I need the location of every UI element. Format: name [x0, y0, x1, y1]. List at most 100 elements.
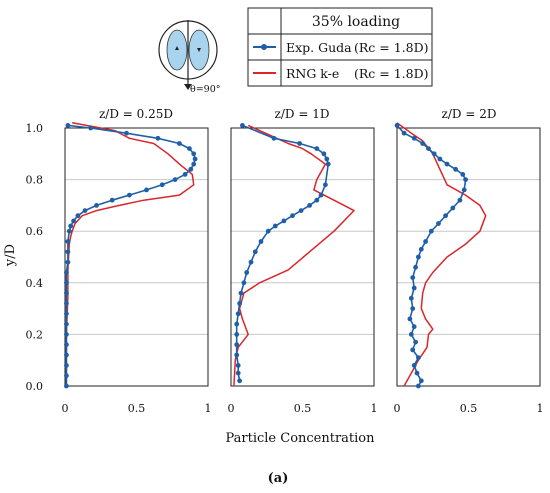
- series-exp-guda-point: [177, 141, 182, 146]
- panel-z-2D: z/D = 2D 0 0.5 1: [394, 107, 544, 415]
- series-exp-guda-point: [411, 324, 417, 330]
- plot-frame: [230, 127, 375, 387]
- x-tick-label: 1: [537, 402, 544, 415]
- series-exp-guda-point: [418, 246, 424, 252]
- x-tick-label: 0: [228, 402, 235, 415]
- y-tick-label: 0.2: [26, 328, 44, 341]
- series-exp-guda-point: [159, 182, 165, 188]
- series-exp-guda-point: [187, 146, 192, 152]
- series-exp-guda-point: [64, 270, 69, 275]
- plot-frame: [64, 127, 209, 387]
- series-exp-guda-point: [65, 259, 71, 265]
- y-tick-label: 0.4: [26, 277, 44, 290]
- series-exp-guda-point: [418, 378, 424, 384]
- legend-exp-marker: [261, 44, 267, 50]
- series-exp-guda-point: [401, 130, 407, 136]
- y-tick-label: 0.0: [26, 380, 44, 393]
- series-exp-guda-point: [307, 203, 312, 208]
- series-exp-guda-point: [272, 223, 278, 229]
- inset-arrow-down-icon: [184, 84, 192, 90]
- series-exp-guda-point: [155, 135, 161, 141]
- series-layer: [233, 123, 355, 387]
- series-exp-guda-point: [237, 378, 243, 384]
- series-exp-guda-point: [437, 156, 443, 162]
- series-exp-guda-point: [463, 177, 468, 183]
- series-exp-guda-point: [413, 339, 418, 345]
- series-exp-guda-point: [408, 295, 414, 301]
- series-exp-guda-line: [65, 124, 196, 386]
- legend-sim-rc: (Rc = 1.8D): [354, 66, 429, 81]
- series-exp-guda-point: [65, 249, 71, 255]
- panel-title: z/D = 2D: [442, 107, 497, 121]
- series-exp-guda-line: [396, 124, 467, 387]
- series-exp-guda-point: [241, 280, 247, 286]
- series-exp-guda-point: [238, 290, 244, 296]
- series-exp-guda-point: [234, 332, 240, 337]
- series-exp-guda-point: [298, 208, 304, 214]
- panel-title: z/D = 0.25D: [99, 107, 173, 121]
- series-exp-guda-point: [325, 161, 331, 167]
- series-exp-guda-point: [235, 311, 241, 317]
- figure-caption: (a): [268, 471, 289, 486]
- series-exp-guda-point: [410, 275, 416, 280]
- panel-z-1D: z/D = 1D 0 0.5 1: [228, 107, 378, 415]
- series-exp-guda-point: [323, 182, 328, 188]
- x-axis-label: Particle Concentration: [225, 431, 375, 446]
- series-exp-guda-point: [191, 151, 197, 157]
- series-exp-guda-point: [318, 192, 324, 198]
- series-exp-guda-point: [411, 135, 417, 141]
- series-exp-guda-point: [94, 203, 99, 208]
- panel-z-0.25D: z/D = 0.25D 0 0.5 1: [62, 107, 212, 415]
- x-tick-label: 0.5: [460, 402, 478, 415]
- series-exp-guda-point: [414, 370, 420, 376]
- series-exp-guda-point: [65, 123, 71, 128]
- series-exp-guda-point: [314, 146, 320, 152]
- series-exp-guda-point: [64, 383, 69, 389]
- series-exp-guda-point: [235, 363, 241, 368]
- series-exp-guda-point: [64, 363, 69, 368]
- legend-header: 35% loading: [312, 14, 400, 30]
- series-exp-guda-line: [235, 124, 330, 381]
- panel-title: z/D = 1D: [275, 107, 330, 121]
- series-exp-guda-point: [235, 370, 241, 376]
- series-exp-guda-point: [75, 213, 81, 219]
- series-exp-guda-point: [321, 151, 327, 157]
- legend-exp-rc: (Rc = 1.8D): [354, 40, 429, 55]
- series-exp-guda-point: [416, 383, 421, 389]
- series-exp-guda-point: [144, 187, 149, 193]
- series-exp-guda-point: [66, 228, 72, 234]
- series-exp-guda-point: [413, 264, 418, 270]
- series-rng-k-e-line: [396, 122, 487, 387]
- legend: 35% loading Exp. Guda (Rc = 1.8D) RNG k-…: [247, 7, 433, 87]
- legend-exp-label: Exp. Guda: [286, 40, 352, 55]
- series-rng-k-e-line: [65, 122, 195, 386]
- series-exp-guda-point: [407, 316, 413, 322]
- series-exp-guda-point: [64, 373, 69, 379]
- series-exp-guda-point: [394, 123, 400, 128]
- series-exp-guda-point: [126, 192, 132, 198]
- series-exp-guda-point: [244, 270, 250, 275]
- inset-angle-label: θ=90°: [190, 84, 221, 95]
- series-exp-guda-point: [416, 355, 421, 360]
- series-exp-guda-point: [109, 197, 115, 203]
- series-exp-guda-point: [457, 197, 463, 203]
- y-tick-label: 0.6: [26, 225, 44, 238]
- series-exp-guda-point: [411, 363, 417, 368]
- series-exp-guda-point: [82, 208, 88, 214]
- series-exp-guda-point: [408, 332, 414, 337]
- series-exp-guda-point: [431, 151, 437, 157]
- series-exp-guda-point: [64, 290, 69, 296]
- series-exp-guda-point: [64, 321, 69, 327]
- series-exp-guda-point: [71, 218, 76, 224]
- series-exp-guda-point: [64, 342, 69, 348]
- series-exp-guda-point: [428, 228, 434, 234]
- series-exp-guda-point: [461, 187, 467, 193]
- series-exp-guda-point: [258, 239, 264, 244]
- series-exp-guda-point: [271, 135, 277, 141]
- series-exp-guda-point: [124, 130, 129, 136]
- series-exp-guda-point: [281, 218, 287, 224]
- series-exp-guda-point: [64, 352, 69, 358]
- series-exp-guda-point: [234, 342, 240, 348]
- series-exp-guda-point: [234, 321, 240, 327]
- series-exp-guda-point: [423, 239, 428, 244]
